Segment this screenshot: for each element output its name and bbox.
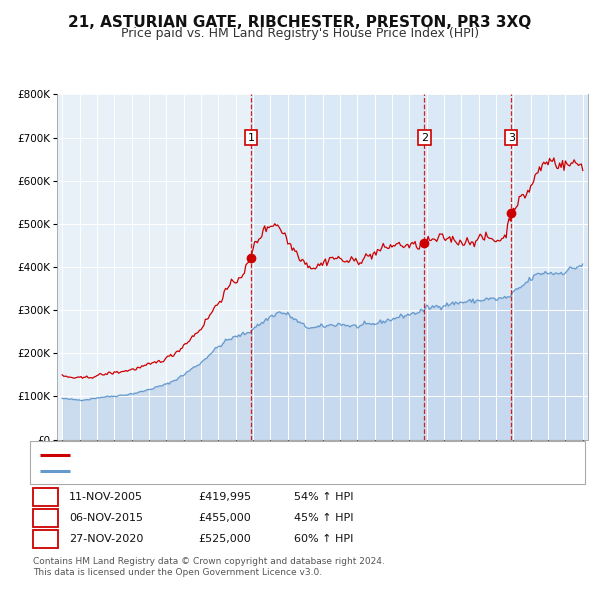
Text: £525,000: £525,000 (198, 535, 251, 544)
Text: 3: 3 (42, 533, 49, 546)
Text: 1: 1 (247, 133, 254, 143)
Text: 21, ASTURIAN GATE, RIBCHESTER, PRESTON, PR3 3XQ (detached house): 21, ASTURIAN GATE, RIBCHESTER, PRESTON, … (76, 450, 453, 460)
Text: 3: 3 (508, 133, 515, 143)
Text: 21, ASTURIAN GATE, RIBCHESTER, PRESTON, PR3 3XQ: 21, ASTURIAN GATE, RIBCHESTER, PRESTON, … (68, 15, 532, 30)
Text: Price paid vs. HM Land Registry's House Price Index (HPI): Price paid vs. HM Land Registry's House … (121, 27, 479, 40)
Text: 06-NOV-2015: 06-NOV-2015 (69, 513, 143, 523)
Text: 60% ↑ HPI: 60% ↑ HPI (294, 535, 353, 544)
Text: 2: 2 (42, 512, 49, 525)
Text: 11-NOV-2005: 11-NOV-2005 (69, 492, 143, 502)
Text: £455,000: £455,000 (198, 513, 251, 523)
Text: This data is licensed under the Open Government Licence v3.0.: This data is licensed under the Open Gov… (33, 568, 322, 576)
Text: 1: 1 (42, 490, 49, 503)
Text: 54% ↑ HPI: 54% ↑ HPI (294, 492, 353, 502)
Text: Contains HM Land Registry data © Crown copyright and database right 2024.: Contains HM Land Registry data © Crown c… (33, 557, 385, 566)
Text: 27-NOV-2020: 27-NOV-2020 (69, 535, 143, 544)
Text: 45% ↑ HPI: 45% ↑ HPI (294, 513, 353, 523)
Text: 2: 2 (421, 133, 428, 143)
Text: £419,995: £419,995 (198, 492, 251, 502)
Text: HPI: Average price, detached house, Ribble Valley: HPI: Average price, detached house, Ribb… (76, 466, 337, 476)
Bar (251, 94, 592, 440)
